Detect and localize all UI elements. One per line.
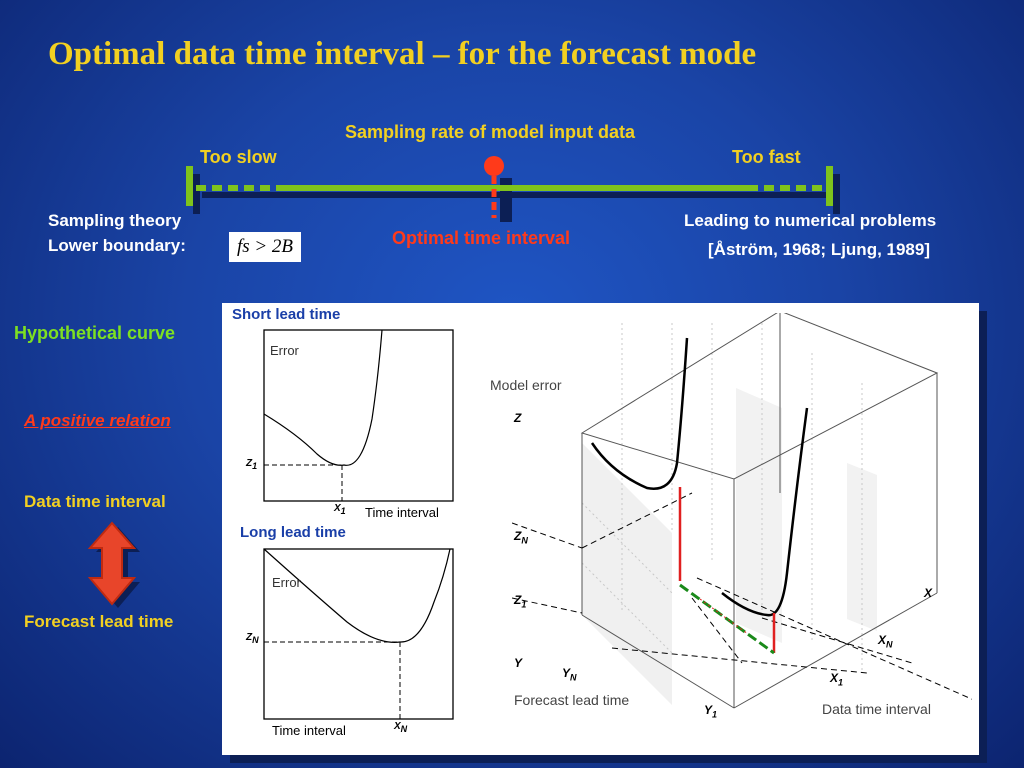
side-plane xyxy=(582,443,672,705)
hypothetical-curve-label: Hypothetical curve xyxy=(14,323,176,343)
zn-label: ZN xyxy=(246,632,259,645)
z1-3d-label: Z1 xyxy=(514,593,527,610)
long-lead-time-title: Long lead time xyxy=(240,524,346,541)
too-slow-end-tick xyxy=(186,166,193,206)
yn-3d-label: YN xyxy=(562,666,577,683)
forecast-lead-time-axis-label: Forecast lead time xyxy=(514,692,630,708)
cube-diagram xyxy=(512,313,972,709)
long-time-interval-label: Time interval xyxy=(272,723,346,738)
sampling-rate-bar xyxy=(186,156,840,222)
optimal-interval-label: Optimal time interval xyxy=(392,228,571,248)
data-interval-label: Data time interval xyxy=(24,492,166,511)
xn-label: XN xyxy=(394,721,408,734)
x1-label: X1 xyxy=(334,503,346,516)
model-error-label: Model error xyxy=(490,377,562,393)
long-lead-curve xyxy=(263,548,451,643)
short-lead-time-title: Short lead time xyxy=(232,306,341,323)
y1-3d-label: Y1 xyxy=(704,703,718,720)
z-axis-label: Z xyxy=(514,411,522,425)
x1-3d-label: X1 xyxy=(830,671,844,688)
numerical-problems-label: Leading to numerical problems xyxy=(684,211,937,230)
nyquist-formula: fs > 2B xyxy=(229,232,301,262)
x-axis-label: X xyxy=(924,586,933,600)
short-error-label: Error xyxy=(270,343,299,358)
xn-3d-label: XN xyxy=(878,633,893,650)
long-lead-3d-curve xyxy=(721,407,809,617)
long-error-label: Error xyxy=(272,575,301,590)
optimal-marker-circle xyxy=(484,156,504,176)
back-plane-2 xyxy=(847,463,877,631)
page-title: Optimal data time interval – for the for… xyxy=(48,36,757,72)
long-lead-chart xyxy=(263,548,454,720)
short-lead-curve xyxy=(263,329,383,466)
zn-3d-label: ZN xyxy=(514,529,528,546)
lower-boundary-label: Lower boundary: xyxy=(48,236,186,255)
z1-label: Z1 xyxy=(246,458,258,471)
back-plane-1 xyxy=(736,388,782,643)
solid-bar-segment xyxy=(280,185,748,191)
sampling-header: Sampling rate of model input data xyxy=(345,122,636,142)
optimal-green-dashed-line xyxy=(679,583,775,655)
y-axis-label: Y xyxy=(514,656,523,670)
too-fast-label: Too fast xyxy=(732,147,801,167)
positive-relation-label: A positive relation xyxy=(24,411,171,430)
short-lead-3d-curve xyxy=(590,337,689,490)
data-time-interval-axis-label: Data time interval xyxy=(822,701,931,717)
short-time-interval-label: Time interval xyxy=(365,505,439,520)
citation-label: [Åström, 1968; Ljung, 1989] xyxy=(708,240,931,259)
too-fast-end-tick xyxy=(826,166,833,206)
sampling-theory-label: Sampling theory xyxy=(48,211,182,230)
double-arrow-icon xyxy=(87,521,140,608)
lead-time-label: Forecast lead time xyxy=(24,612,174,631)
too-slow-label: Too slow xyxy=(200,147,277,167)
hypothetical-curves-panel: Short lead time Long lead time Error Z1 … xyxy=(222,303,979,755)
short-lead-chart xyxy=(263,329,454,502)
